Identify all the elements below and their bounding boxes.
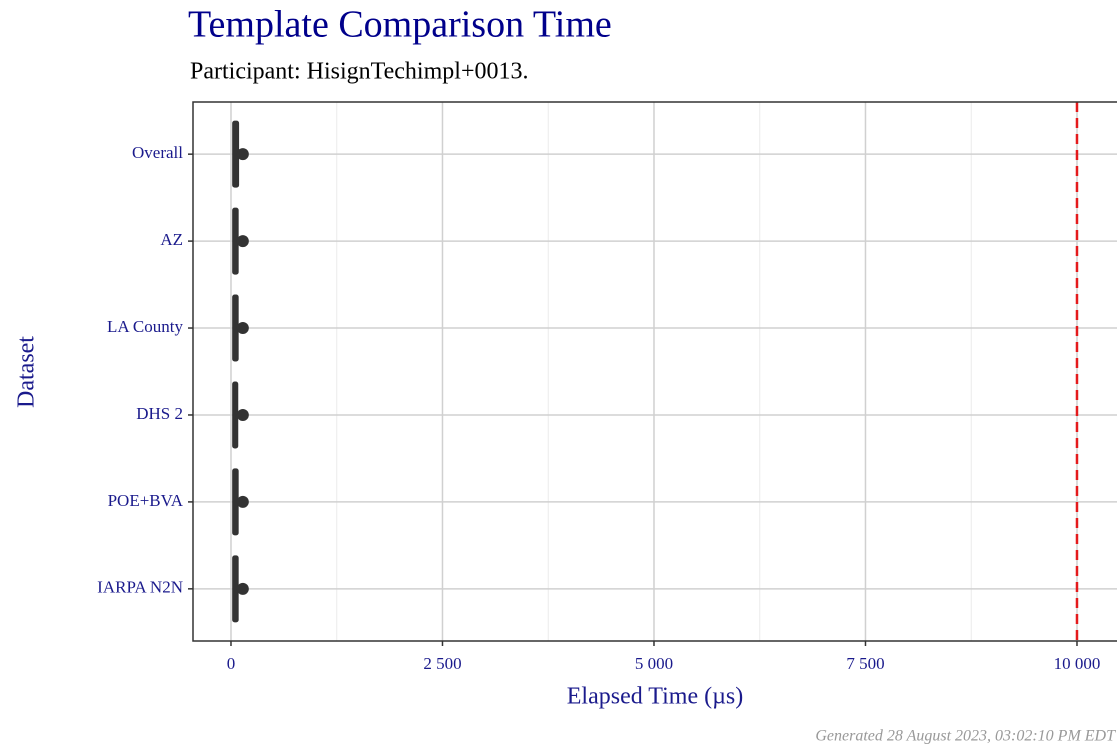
y-tick-label: POE+BVA <box>108 491 184 510</box>
mean-point <box>236 408 249 421</box>
chart-subtitle: Participant: HisignTechimpl+0013. <box>190 59 528 85</box>
y-tick-label: Overall <box>132 143 183 162</box>
mean-point <box>236 582 249 595</box>
x-tick-label: 2 500 <box>423 654 461 673</box>
x-tick-label: 5 000 <box>635 654 673 673</box>
y-axis-label: Dataset <box>14 336 40 408</box>
chart-title: Template Comparison Time <box>188 4 612 46</box>
x-tick-label: 0 <box>227 654 236 673</box>
x-tick-label: 7 500 <box>846 654 884 673</box>
mean-point <box>236 495 249 508</box>
plot-border <box>192 101 1117 642</box>
y-tick-label: LA County <box>107 317 184 336</box>
y-tick-label: IARPA N2N <box>97 578 183 597</box>
mean-point <box>236 235 249 248</box>
y-tick-label: DHS 2 <box>136 404 183 423</box>
x-tick-label: 10 000 <box>1054 654 1101 673</box>
footer: Generated 28 August 2023, 03:02:10 PM ED… <box>815 728 1116 745</box>
mean-point <box>236 322 249 335</box>
x-axis-label: Elapsed Time (µs) <box>567 684 744 710</box>
mean-point <box>236 148 249 161</box>
y-tick-label: AZ <box>160 230 183 249</box>
